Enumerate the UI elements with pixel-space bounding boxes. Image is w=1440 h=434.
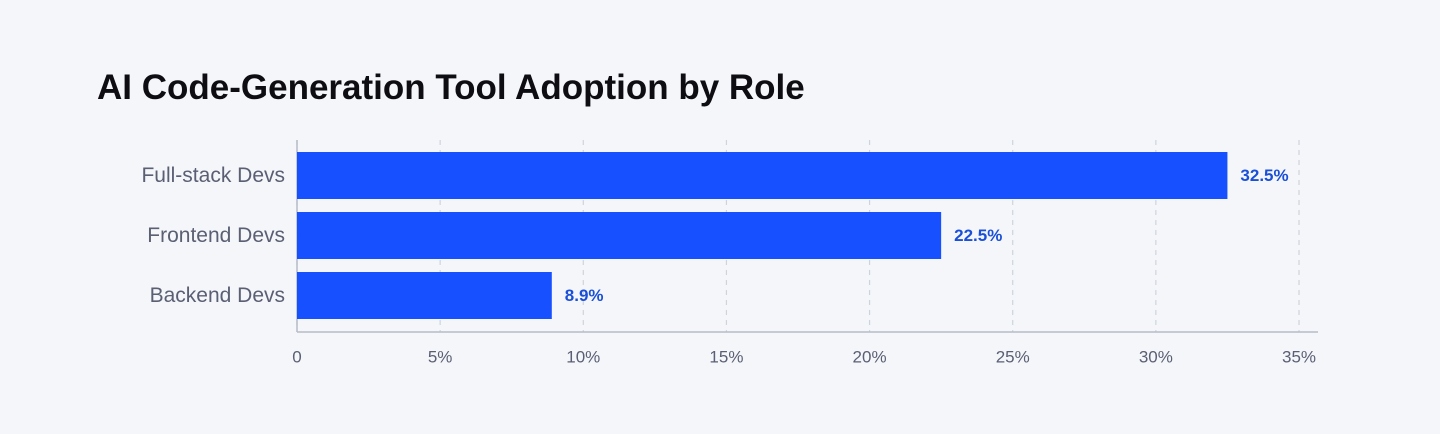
x-tick-label: 30% bbox=[1139, 347, 1173, 366]
bar bbox=[297, 212, 942, 259]
x-tick-label: 35% bbox=[1282, 347, 1316, 366]
chart-title: AI Code-Generation Tool Adoption by Role bbox=[97, 68, 805, 107]
category-label: Backend Devs bbox=[150, 284, 285, 307]
category-label: Frontend Devs bbox=[147, 224, 285, 247]
value-label: 22.5% bbox=[954, 226, 1002, 245]
bar bbox=[297, 152, 1228, 199]
value-label: 8.9% bbox=[565, 286, 604, 305]
category-label: Full-stack Devs bbox=[141, 164, 285, 187]
x-tick-label: 10% bbox=[566, 347, 600, 366]
x-tick-label: 15% bbox=[709, 347, 743, 366]
x-tick-label: 5% bbox=[428, 347, 453, 366]
x-tick-label: 0 bbox=[292, 347, 301, 366]
x-tick-label: 20% bbox=[853, 347, 887, 366]
bar bbox=[297, 272, 552, 319]
x-tick-label: 25% bbox=[996, 347, 1030, 366]
value-label: 32.5% bbox=[1240, 166, 1288, 185]
